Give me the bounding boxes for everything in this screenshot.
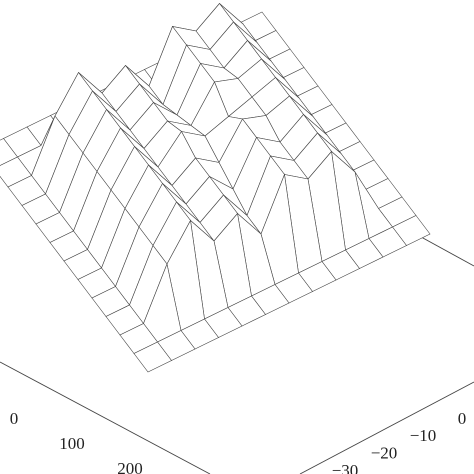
surface-cell [0,138,18,166]
x-axis-line [0,361,211,474]
yticks-label: −30 [332,461,359,474]
xticks-label: 200 [117,459,143,474]
yticks-label: 0 [458,409,467,428]
yticks-label: −10 [410,426,437,445]
xticks-label: 100 [59,434,85,453]
surface-cell [133,341,172,373]
xticks-label: 0 [10,409,19,428]
y-axis-line [299,381,474,474]
yticks-label: −20 [371,444,398,463]
